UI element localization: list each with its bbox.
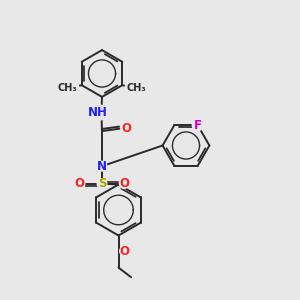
- Circle shape: [119, 179, 129, 188]
- Text: O: O: [119, 244, 130, 258]
- Text: CH₃: CH₃: [58, 83, 77, 93]
- Circle shape: [90, 104, 106, 121]
- Text: O: O: [121, 122, 131, 135]
- Text: O: O: [75, 177, 85, 190]
- Circle shape: [56, 77, 79, 100]
- Circle shape: [125, 77, 148, 100]
- Circle shape: [75, 179, 85, 188]
- Text: NH: NH: [88, 106, 108, 119]
- Text: O: O: [119, 177, 129, 190]
- Circle shape: [192, 120, 203, 130]
- Circle shape: [120, 246, 129, 256]
- Circle shape: [97, 179, 107, 188]
- Circle shape: [193, 120, 202, 130]
- Text: F: F: [194, 119, 202, 132]
- Text: N: N: [97, 160, 107, 173]
- Text: CH₃: CH₃: [127, 83, 146, 93]
- Circle shape: [97, 161, 107, 171]
- Text: S: S: [98, 177, 106, 190]
- Circle shape: [121, 123, 131, 133]
